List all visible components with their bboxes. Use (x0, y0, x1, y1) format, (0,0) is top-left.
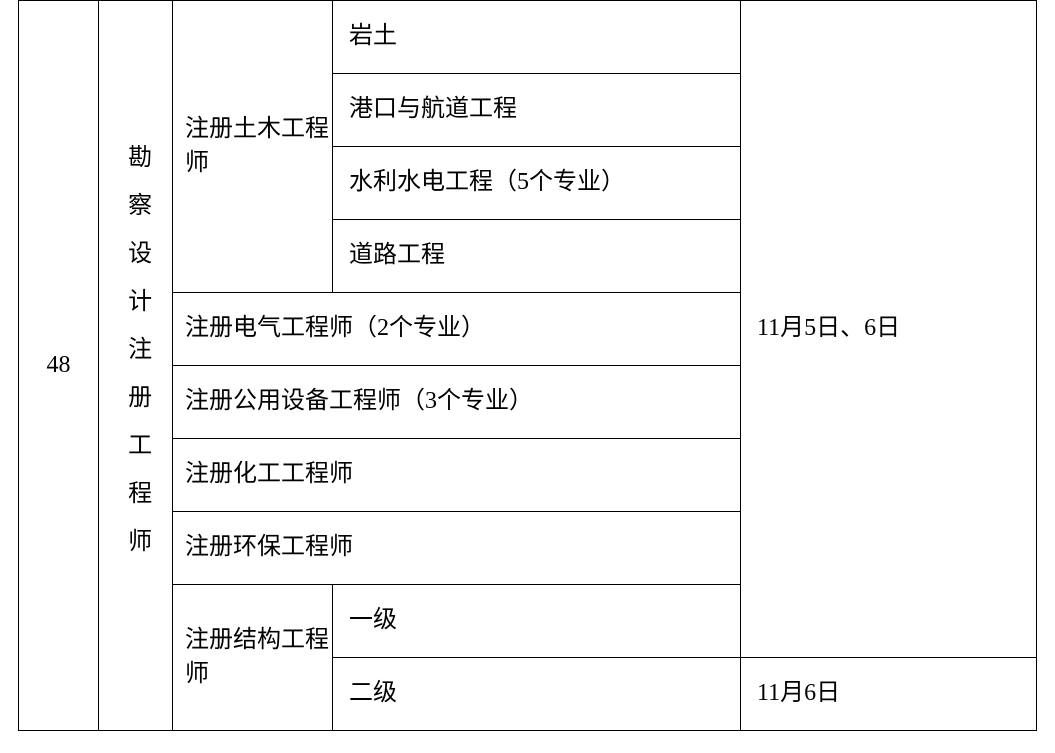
category-label: 勘察设计注册工程师 (119, 144, 153, 576)
utility-cell: 注册公用设备工程师（3个专业） (173, 366, 741, 439)
civil-engineer-label: 注册土木工程师 (185, 116, 329, 176)
environmental-cell: 注册环保工程师 (173, 512, 741, 585)
date1-cell: 11月5日、6日 (741, 1, 1037, 658)
electrical-cell: 注册电气工程师（2个专业） (173, 293, 741, 366)
level2-label: 二级 (349, 680, 397, 706)
structural-label: 注册结构工程师 (185, 627, 329, 687)
chemical-cell: 注册化工工程师 (173, 439, 741, 512)
date2-cell: 11月6日 (741, 658, 1037, 731)
water-cell: 水利水电工程（5个专业） (333, 147, 741, 220)
table-row: 48 勘察设计注册工程师 注册土木工程师 岩土 11月5日、6日 (19, 1, 1037, 74)
civil-engineer-cell: 注册土木工程师 (173, 1, 333, 293)
environmental-label: 注册环保工程师 (185, 534, 353, 560)
geotech-label: 岩土 (349, 23, 397, 49)
exam-schedule-table: 48 勘察设计注册工程师 注册土木工程师 岩土 11月5日、6日 港口与航道工程 (18, 0, 1037, 731)
port-label: 港口与航道工程 (349, 96, 517, 122)
date2-label: 11月6日 (757, 680, 840, 706)
category-cell: 勘察设计注册工程师 (99, 1, 173, 731)
level1-label: 一级 (349, 607, 397, 633)
water-label: 水利水电工程（5个专业） (349, 169, 625, 195)
electrical-label: 注册电气工程师（2个专业） (185, 315, 485, 341)
structural-cell: 注册结构工程师 (173, 585, 333, 731)
port-cell: 港口与航道工程 (333, 74, 741, 147)
utility-label: 注册公用设备工程师（3个专业） (185, 388, 533, 414)
road-cell: 道路工程 (333, 220, 741, 293)
page-container: 48 勘察设计注册工程师 注册土木工程师 岩土 11月5日、6日 港口与航道工程 (0, 0, 1055, 753)
level1-cell: 一级 (333, 585, 741, 658)
row-number: 48 (47, 352, 71, 378)
date1-label: 11月5日、6日 (757, 315, 900, 341)
chemical-label: 注册化工工程师 (185, 461, 353, 487)
road-label: 道路工程 (349, 242, 445, 268)
row-number-cell: 48 (19, 1, 99, 731)
level2-cell: 二级 (333, 658, 741, 731)
geotech-cell: 岩土 (333, 1, 741, 74)
